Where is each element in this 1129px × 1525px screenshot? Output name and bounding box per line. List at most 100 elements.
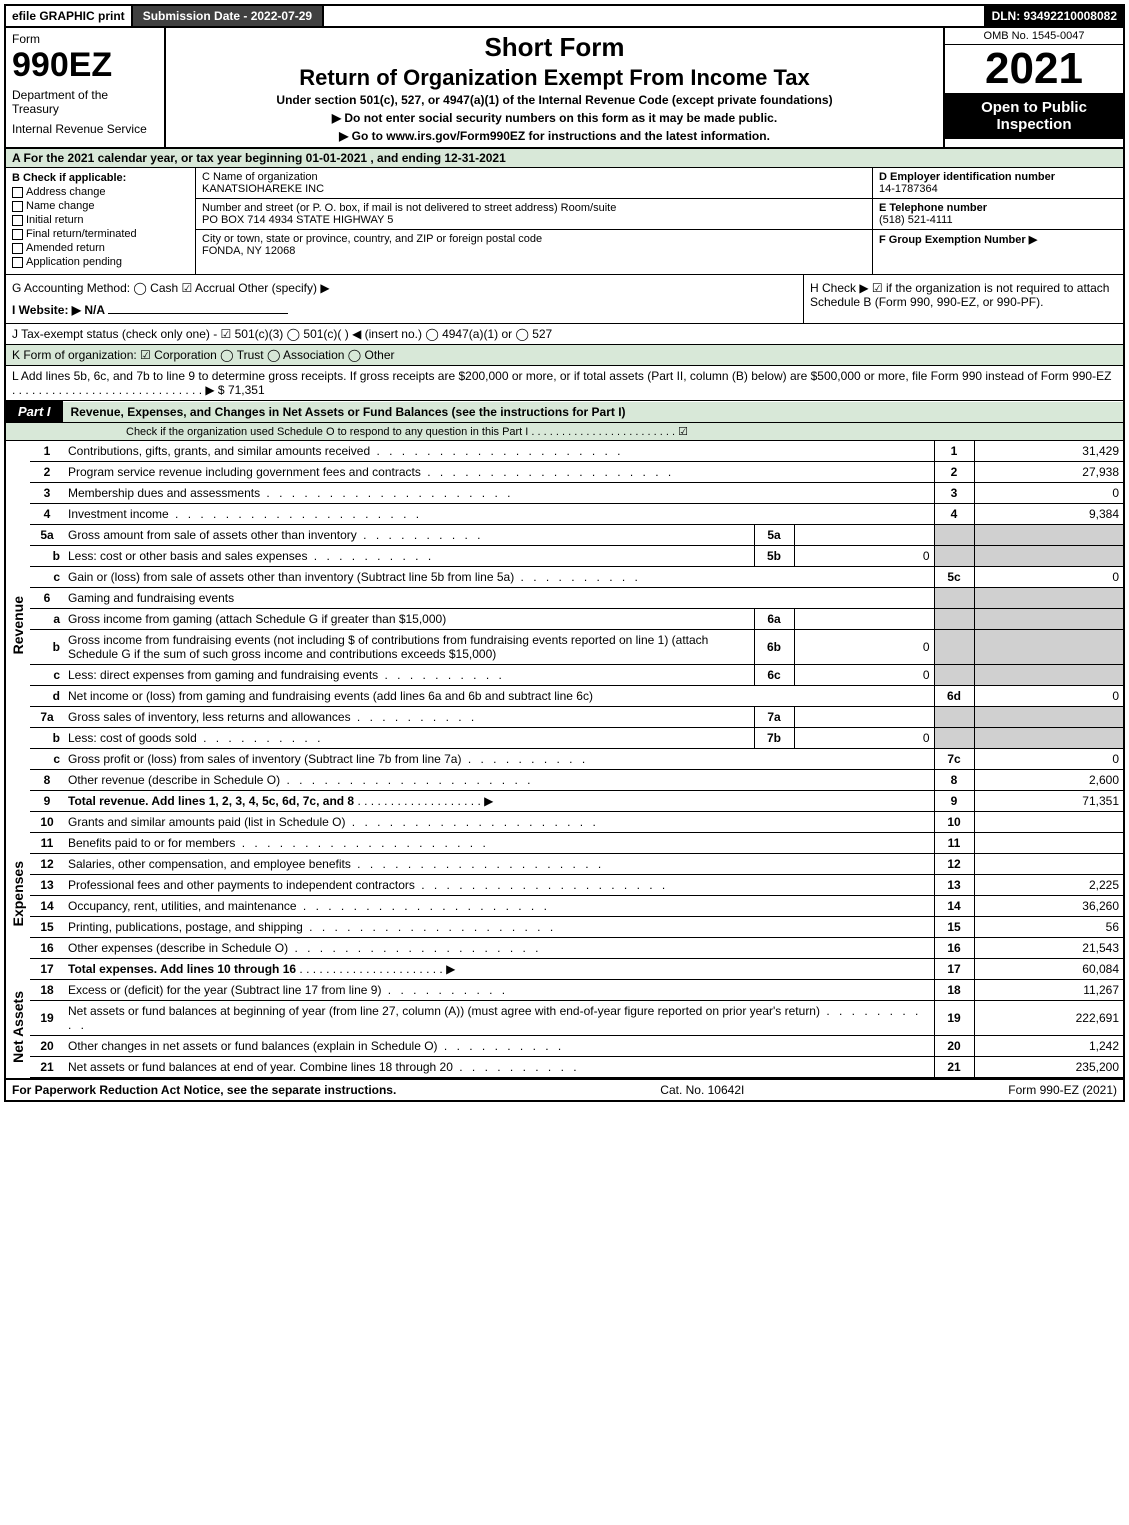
mid-7a: [794, 707, 934, 728]
subtitle: Under section 501(c), 527, or 4947(a)(1)…: [172, 93, 937, 107]
gh-block: G Accounting Method: ◯ Cash ☑ Accrual Ot…: [4, 275, 1125, 324]
title-short-form: Short Form: [172, 32, 937, 63]
box-c: C Name of organization KANATSIOHAREKE IN…: [196, 168, 873, 274]
ln-1: 1: [30, 441, 64, 462]
desc-15: Printing, publications, postage, and shi…: [64, 917, 934, 938]
header-right: OMB No. 1545-0047 2021 Open to Public In…: [943, 28, 1123, 147]
mid-6a: [794, 609, 934, 630]
tax-exempt-status: J Tax-exempt status (check only one) - ☑…: [4, 324, 1125, 345]
desc-8: Other revenue (describe in Schedule O): [64, 770, 934, 791]
footer-form: Form 990-EZ (2021): [1008, 1083, 1117, 1097]
efile-label: efile GRAPHIC print: [6, 6, 131, 26]
desc-20: Other changes in net assets or fund bala…: [64, 1036, 934, 1057]
chk-amended-return[interactable]: Amended return: [12, 242, 189, 254]
part-1-header: Part I Revenue, Expenses, and Changes in…: [4, 401, 1125, 423]
chk-initial-return[interactable]: Initial return: [12, 214, 189, 226]
amt-13: 2,225: [974, 875, 1124, 896]
box-c-label: C Name of organization: [202, 171, 318, 183]
desc-13: Professional fees and other payments to …: [64, 875, 934, 896]
schedule-b-check: H Check ▶ ☑ if the organization is not r…: [803, 275, 1123, 323]
desc-5b: Less: cost or other basis and sales expe…: [64, 546, 754, 567]
chk-app-pending[interactable]: Application pending: [12, 256, 189, 268]
mid-5a: [794, 525, 934, 546]
desc-21: Net assets or fund balances at end of ye…: [64, 1057, 934, 1078]
desc-7b: Less: cost of goods sold: [64, 728, 754, 749]
amt-5c: 0: [974, 567, 1124, 588]
amt-6d: 0: [974, 686, 1124, 707]
mid-6b: 0: [794, 630, 934, 665]
mid-7b: 0: [794, 728, 934, 749]
org-city: FONDA, NY 12068: [202, 245, 295, 257]
desc-5a: Gross amount from sale of assets other t…: [64, 525, 754, 546]
ein-label: D Employer identification number: [879, 171, 1055, 183]
desc-19: Net assets or fund balances at beginning…: [64, 1001, 934, 1036]
amt-11: [974, 833, 1124, 854]
desc-11: Benefits paid to or for members: [64, 833, 934, 854]
gross-receipts: L Add lines 5b, 6c, and 7b to line 9 to …: [4, 366, 1125, 401]
amt-12: [974, 854, 1124, 875]
ein-value: 14-1787364: [879, 183, 938, 195]
form-of-org: K Form of organization: ☑ Corporation ◯ …: [4, 345, 1125, 366]
org-address: PO BOX 714 4934 STATE HIGHWAY 5: [202, 214, 393, 226]
desc-18: Excess or (deficit) for the year (Subtra…: [64, 980, 934, 1001]
desc-16: Other expenses (describe in Schedule O): [64, 938, 934, 959]
header-center: Short Form Return of Organization Exempt…: [166, 28, 943, 147]
amt-8: 2,600: [974, 770, 1124, 791]
page-footer: For Paperwork Reduction Act Notice, see …: [4, 1078, 1125, 1102]
amt-15: 56: [974, 917, 1124, 938]
revenue-table: Revenue 1 Contributions, gifts, grants, …: [4, 441, 1125, 1078]
info-block: B Check if applicable: Address change Na…: [4, 168, 1125, 275]
desc-7c: Gross profit or (loss) from sales of inv…: [64, 749, 934, 770]
desc-14: Occupancy, rent, utilities, and maintena…: [64, 896, 934, 917]
amt-19: 222,691: [974, 1001, 1124, 1036]
box-c-city-label: City or town, state or province, country…: [202, 233, 542, 245]
desc-2: Program service revenue including govern…: [64, 462, 934, 483]
row-a-period: A For the 2021 calendar year, or tax yea…: [4, 149, 1125, 168]
part-1-tab: Part I: [6, 401, 63, 422]
part-1-sub: Check if the organization used Schedule …: [4, 423, 1125, 441]
chk-address-change[interactable]: Address change: [12, 186, 189, 198]
phone-label: E Telephone number: [879, 202, 987, 214]
open-inspection: Open to Public Inspection: [945, 93, 1123, 139]
amt-2: 27,938: [974, 462, 1124, 483]
side-revenue: Revenue: [10, 596, 26, 654]
amt-9: 71,351: [974, 791, 1124, 812]
amt-21: 235,200: [974, 1057, 1124, 1078]
tax-year: 2021: [945, 45, 1123, 93]
amt-14: 36,260: [974, 896, 1124, 917]
desc-7a: Gross sales of inventory, less returns a…: [64, 707, 754, 728]
amt-3: 0: [974, 483, 1124, 504]
group-exempt-label: F Group Exemption Number ▶: [879, 234, 1037, 246]
dept-irs: Internal Revenue Service: [12, 122, 158, 136]
desc-6b: Gross income from fundraising events (no…: [64, 630, 754, 665]
amt-17: 60,084: [974, 959, 1124, 980]
desc-6c: Less: direct expenses from gaming and fu…: [64, 665, 754, 686]
title-return: Return of Organization Exempt From Incom…: [172, 65, 937, 91]
desc-1: Contributions, gifts, grants, and simila…: [64, 441, 934, 462]
phone-value: (518) 521-4111: [879, 214, 953, 226]
desc-6a: Gross income from gaming (attach Schedul…: [64, 609, 754, 630]
form-number: 990EZ: [12, 48, 158, 82]
spacer: [324, 6, 983, 26]
omb-number: OMB No. 1545-0047: [945, 28, 1123, 45]
footer-left: For Paperwork Reduction Act Notice, see …: [12, 1083, 396, 1097]
chk-name-change[interactable]: Name change: [12, 200, 189, 212]
amt-7c: 0: [974, 749, 1124, 770]
amt-10: [974, 812, 1124, 833]
amt-18: 11,267: [974, 980, 1124, 1001]
amt-4: 9,384: [974, 504, 1124, 525]
amt-1: 31,429: [974, 441, 1124, 462]
amt-20: 1,242: [974, 1036, 1124, 1057]
amt-16: 21,543: [974, 938, 1124, 959]
box-b-title: B Check if applicable:: [12, 172, 189, 184]
desc-6d: Net income or (loss) from gaming and fun…: [64, 686, 934, 707]
footer-catalog: Cat. No. 10642I: [660, 1083, 744, 1097]
chk-final-return[interactable]: Final return/terminated: [12, 228, 189, 240]
desc-3: Membership dues and assessments: [64, 483, 934, 504]
form-word: Form: [12, 32, 158, 46]
part-1-title: Revenue, Expenses, and Changes in Net As…: [63, 402, 1123, 422]
side-expenses: Expenses: [10, 861, 26, 926]
side-net-assets: Net Assets: [10, 991, 26, 1063]
desc-6: Gaming and fundraising events: [64, 588, 934, 609]
mid-6c: 0: [794, 665, 934, 686]
